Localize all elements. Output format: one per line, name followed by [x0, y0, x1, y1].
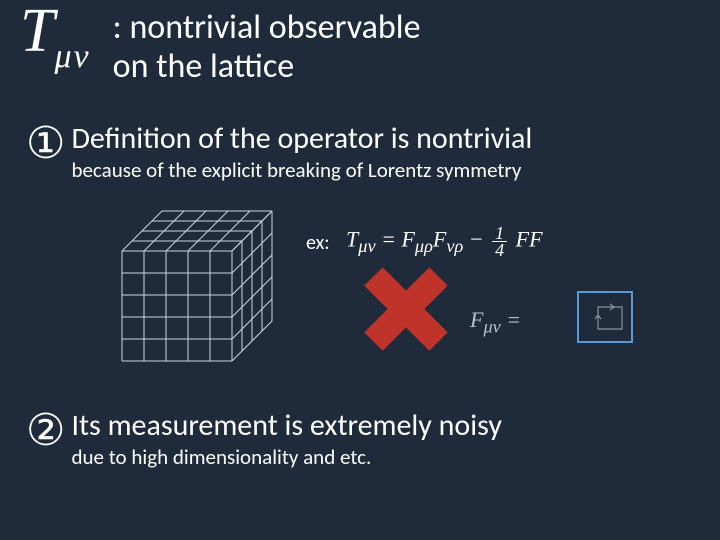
point-2-heading: Its measurement is extremely noisy: [71, 409, 501, 442]
plaquette-arrows: [592, 301, 632, 342]
tensor-subscript: μν: [54, 38, 90, 75]
point-1-sub: because of the explicit breaking of Lore…: [71, 157, 532, 183]
tensor-T: T: [20, 0, 54, 65]
slide-title: : nontrivial observable on the lattice: [103, 8, 421, 86]
point-1-marker: ①: [26, 122, 65, 166]
point-2-sub: due to high dimensionality and etc.: [71, 444, 501, 470]
point-2-marker: ②: [26, 409, 65, 453]
field-strength-formula: Fμν =: [470, 307, 521, 337]
lattice-cube-diagram: [118, 207, 286, 372]
illustration-row: ex: Tμν = FμρFνρ − 14 FF Fμν =: [0, 201, 720, 371]
title-line1: : nontrivial observable: [113, 8, 421, 47]
red-cross-icon: [356, 259, 456, 364]
point-1: ① Definition of the operator is nontrivi…: [0, 122, 720, 183]
stress-tensor-symbol: Tμν: [20, 4, 103, 60]
point-1-heading: Definition of the operator is nontrivial: [71, 122, 532, 155]
point-2: ② Its measurement is extremely noisy due…: [0, 409, 720, 470]
title-line2: on the lattice: [113, 47, 421, 86]
stress-tensor-formula: Tμν = FμρFνρ − 14 FF: [346, 225, 543, 258]
example-label: ex:: [306, 231, 330, 255]
